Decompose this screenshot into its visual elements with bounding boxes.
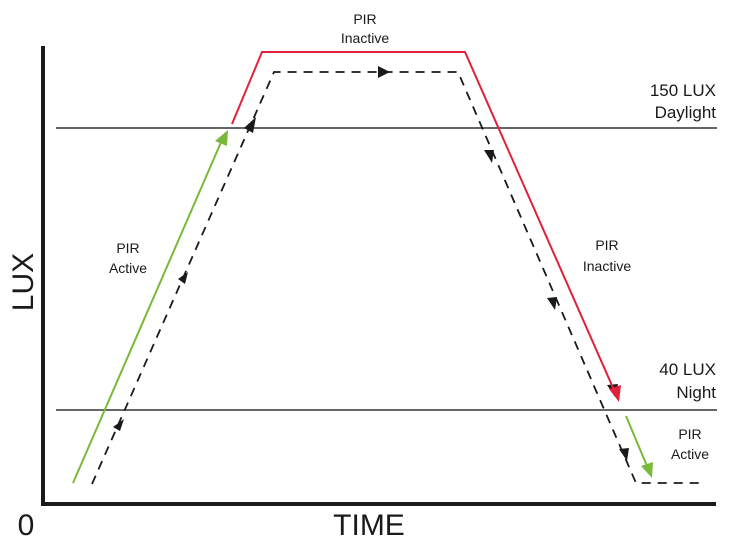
curve-arrow-down-2 [547, 297, 557, 310]
pir-inactive-arrowhead [609, 385, 621, 402]
rising-label-line1: PIR [116, 240, 139, 256]
pir-active-falling-line [625, 415, 648, 467]
daylight-name-label: Daylight [655, 103, 717, 122]
daylight-value-label: 150 LUX [650, 81, 716, 100]
bottom-label-line2: Active [671, 446, 709, 462]
top-label-line1: PIR [353, 11, 376, 27]
bottom-label-line1: PIR [678, 426, 701, 442]
pir-active-falling-arrowhead [641, 462, 653, 478]
pir-inactive-line [231, 51, 615, 391]
night-name-label: Night [676, 383, 716, 402]
top-label-line2: Inactive [341, 30, 389, 46]
pir-active-rising-line [72, 139, 223, 484]
curve-arrow-right [378, 66, 390, 78]
curve-arrow-down-4 [619, 448, 629, 461]
falling-label-line1: PIR [595, 237, 618, 253]
curve-arrow-down-1 [484, 150, 494, 163]
curve-arrow-up-1 [113, 419, 124, 431]
curve-arrow-up-2 [178, 272, 188, 284]
origin-label: 0 [18, 509, 35, 540]
y-axis-label: LUX [7, 253, 40, 311]
x-axis-label: TIME [333, 509, 405, 540]
pir-active-rising-arrowhead [215, 130, 228, 146]
curve-arrow-up-3 [244, 117, 256, 133]
falling-label-line2: Inactive [583, 258, 631, 274]
night-value-label: 40 LUX [659, 360, 716, 379]
rising-label-line2: Active [109, 260, 147, 276]
